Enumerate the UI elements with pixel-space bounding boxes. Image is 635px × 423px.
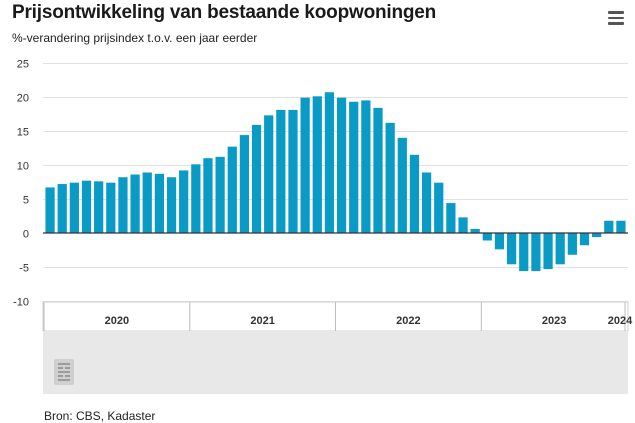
bar[interactable] <box>288 109 298 233</box>
bars <box>45 92 626 272</box>
x-axis-year-labels: 2020 2021 2022 2023 2024 <box>105 315 633 327</box>
x-year-label: 2021 <box>250 315 274 327</box>
x-year-label: 2024 <box>608 315 633 327</box>
bar[interactable] <box>555 233 565 265</box>
bar[interactable] <box>57 184 67 233</box>
bar[interactable] <box>166 177 177 233</box>
bar[interactable] <box>179 170 189 233</box>
bar[interactable] <box>45 187 55 233</box>
bar[interactable] <box>507 233 517 265</box>
chart-title: Prijsontwikkeling van bestaande koopwoni… <box>12 2 437 23</box>
bar[interactable] <box>106 182 116 233</box>
bar[interactable] <box>592 233 602 238</box>
bar[interactable] <box>154 173 164 233</box>
bar[interactable] <box>421 172 432 233</box>
bar[interactable] <box>81 180 92 233</box>
bar[interactable] <box>470 228 480 233</box>
y-tick-label: 5 <box>23 195 29 207</box>
y-tick-label: 20 <box>17 93 29 105</box>
hamburger-menu-icon[interactable] <box>603 8 629 28</box>
chart-subtitle: %-verandering prijsindex t.o.v. een jaar… <box>12 31 258 45</box>
y-axis-ticks: -10 -5 0 5 10 15 20 25 <box>13 59 29 309</box>
y-tick-label: 25 <box>17 59 29 71</box>
bar[interactable] <box>312 96 322 233</box>
bar[interactable] <box>276 109 286 233</box>
bar[interactable] <box>215 156 225 233</box>
bar[interactable] <box>494 233 505 250</box>
bar[interactable] <box>191 164 201 233</box>
bar[interactable] <box>324 92 335 234</box>
navigator-year-dividers <box>43 302 626 331</box>
source-note: Bron: CBS, Kadaster <box>44 409 156 423</box>
x-year-label: 2022 <box>396 315 420 327</box>
bar[interactable] <box>264 115 274 233</box>
y-tick-label: -5 <box>19 263 29 275</box>
bar[interactable] <box>118 177 128 233</box>
bar[interactable] <box>373 107 383 233</box>
bar[interactable] <box>519 233 529 272</box>
bar[interactable] <box>604 220 614 233</box>
bar[interactable] <box>616 220 626 233</box>
bar[interactable] <box>300 97 310 234</box>
y-tick-label: 10 <box>17 161 29 173</box>
x-year-label: 2023 <box>542 315 566 327</box>
bar[interactable] <box>543 233 553 270</box>
y-tick-label: 0 <box>23 229 29 241</box>
y-tick-label: -10 <box>13 297 29 309</box>
range-navigator[interactable]: 2020 2021 2022 2023 2024 <box>42 301 633 394</box>
navigator-panel[interactable] <box>43 331 628 394</box>
bar[interactable] <box>349 101 359 233</box>
cbs-logo-icon <box>54 359 74 385</box>
bar[interactable] <box>482 233 492 241</box>
bar[interactable] <box>251 124 262 233</box>
bar[interactable] <box>142 172 152 233</box>
bar[interactable] <box>239 135 250 233</box>
y-tick-label: 15 <box>17 127 29 139</box>
bar[interactable] <box>446 203 456 233</box>
x-year-label: 2020 <box>105 315 129 327</box>
bar[interactable] <box>203 158 213 233</box>
bar[interactable] <box>397 137 407 233</box>
bar[interactable] <box>409 154 420 233</box>
bar[interactable] <box>69 182 79 233</box>
bar[interactable] <box>531 233 541 272</box>
bar[interactable] <box>579 233 590 246</box>
bar[interactable] <box>336 97 347 234</box>
bar[interactable] <box>361 100 371 234</box>
bar[interactable] <box>434 182 444 233</box>
bar[interactable] <box>227 146 237 233</box>
bar[interactable] <box>567 233 577 255</box>
bar[interactable] <box>130 174 140 233</box>
bar[interactable] <box>458 217 468 233</box>
bar[interactable] <box>94 181 104 233</box>
bar[interactable] <box>385 122 395 233</box>
